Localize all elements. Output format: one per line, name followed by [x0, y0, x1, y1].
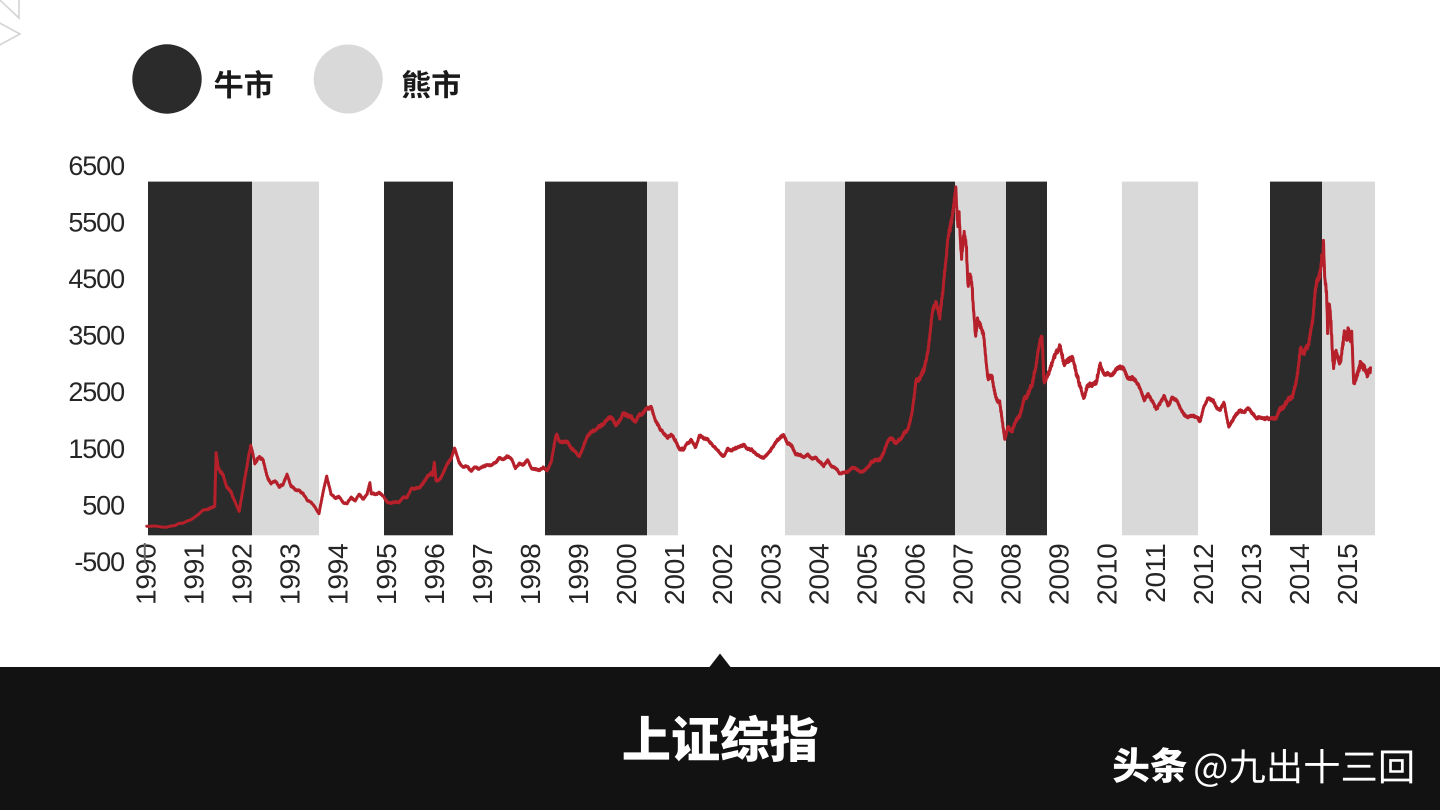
svg-text:1997: 1997	[467, 544, 498, 606]
svg-text:2006: 2006	[900, 544, 931, 606]
svg-text:1500: 1500	[68, 434, 124, 464]
svg-text:1990: 1990	[131, 544, 162, 606]
svg-text:2007: 2007	[948, 544, 979, 606]
svg-text:1999: 1999	[563, 544, 594, 606]
svg-text:1992: 1992	[227, 544, 258, 606]
svg-text:1995: 1995	[371, 544, 402, 606]
svg-text:1991: 1991	[179, 544, 210, 606]
svg-text:2009: 2009	[1044, 544, 1075, 606]
svg-text:2000: 2000	[611, 544, 642, 606]
svg-text:2008: 2008	[996, 544, 1027, 606]
svg-text:2010: 2010	[1092, 544, 1123, 606]
svg-text:2015: 2015	[1332, 544, 1363, 606]
svg-text:1993: 1993	[275, 544, 306, 606]
svg-text:-500: -500	[74, 547, 124, 577]
svg-text:2500: 2500	[68, 377, 124, 407]
svg-text:1998: 1998	[515, 544, 546, 606]
svg-text:2014: 2014	[1284, 544, 1315, 606]
svg-text:2001: 2001	[659, 544, 690, 606]
svg-text:2011: 2011	[1140, 544, 1171, 603]
svg-text:2004: 2004	[803, 544, 834, 606]
svg-text:6500: 6500	[68, 151, 124, 181]
svg-text:5500: 5500	[68, 207, 124, 237]
svg-text:500: 500	[82, 490, 124, 520]
svg-text:2003: 2003	[755, 544, 786, 606]
svg-text:4500: 4500	[68, 264, 124, 294]
svg-text:1994: 1994	[323, 544, 354, 606]
svg-text:3500: 3500	[68, 321, 124, 351]
svg-text:2005: 2005	[851, 544, 882, 606]
svg-text:2002: 2002	[707, 544, 738, 606]
svg-text:2013: 2013	[1236, 544, 1267, 606]
svg-text:1996: 1996	[419, 544, 450, 606]
svg-text:2012: 2012	[1188, 544, 1219, 606]
